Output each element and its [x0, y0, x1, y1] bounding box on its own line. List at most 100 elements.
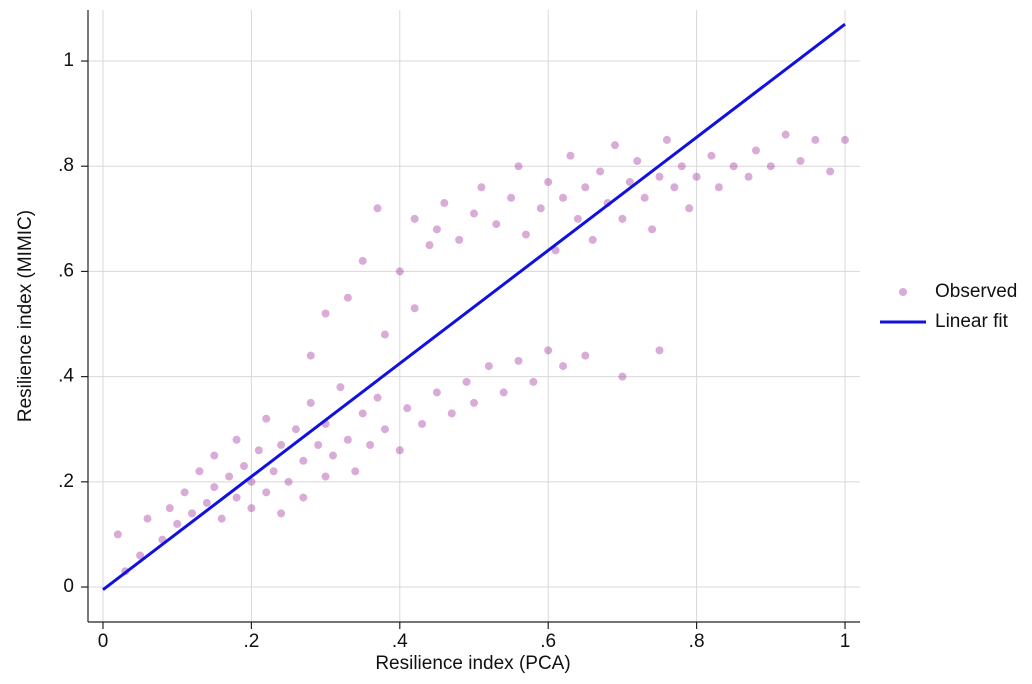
point: [262, 488, 271, 497]
x-tick-label: .2: [243, 631, 259, 652]
x-tick-label: .4: [392, 631, 408, 652]
point: [588, 235, 597, 244]
point: [277, 509, 286, 518]
point: [470, 209, 478, 218]
point: [254, 446, 263, 455]
point: [477, 183, 486, 192]
legend-marker: [899, 288, 907, 296]
point: [418, 419, 427, 428]
point: [484, 362, 493, 371]
point: [306, 398, 315, 407]
point: [284, 477, 293, 486]
y-tick-label: .6: [58, 260, 74, 281]
point: [239, 462, 248, 471]
point: [707, 151, 716, 160]
point: [529, 377, 538, 386]
point: [581, 351, 590, 360]
point: [173, 519, 182, 528]
y-tick-label: .2: [58, 471, 74, 492]
point: [536, 204, 545, 213]
point: [796, 156, 805, 165]
point: [670, 183, 679, 192]
y-tick-label: 1: [63, 50, 74, 71]
point: [395, 446, 404, 455]
point: [262, 414, 271, 423]
point: [559, 362, 568, 371]
point: [143, 514, 152, 523]
point: [440, 199, 449, 208]
point: [544, 346, 553, 355]
point: [514, 162, 523, 171]
point: [269, 467, 278, 476]
point: [781, 130, 790, 139]
x-axis-label: Resilience index (PCA): [375, 653, 570, 674]
point: [462, 377, 471, 386]
point: [329, 451, 338, 460]
point: [573, 214, 582, 223]
point: [596, 167, 605, 176]
point: [225, 472, 234, 481]
point: [692, 172, 701, 181]
point: [618, 372, 627, 381]
x-tick-label: 0: [98, 631, 109, 652]
y-tick-label: .8: [58, 155, 74, 176]
point: [841, 135, 850, 144]
point: [343, 293, 352, 302]
point: [618, 214, 627, 223]
point: [551, 246, 560, 255]
point: [677, 162, 686, 171]
point: [425, 241, 434, 250]
point: [188, 509, 197, 518]
point: [202, 498, 211, 507]
point: [165, 504, 174, 513]
point: [358, 256, 367, 265]
point: [640, 193, 649, 202]
point: [455, 235, 464, 244]
x-tick-label: .6: [540, 631, 556, 652]
point: [744, 172, 753, 181]
point: [447, 409, 456, 418]
point: [610, 141, 619, 150]
point: [373, 204, 382, 213]
point: [217, 514, 226, 523]
point: [655, 346, 664, 355]
point: [210, 483, 219, 492]
point: [729, 162, 738, 171]
point: [366, 441, 375, 450]
point: [403, 404, 412, 413]
point: [521, 230, 530, 239]
point: [811, 135, 820, 144]
point: [499, 388, 508, 397]
point: [751, 146, 760, 155]
point: [358, 409, 367, 418]
x-tick-label: 1: [840, 631, 851, 652]
point: [373, 393, 382, 402]
point: [559, 193, 568, 202]
point: [514, 356, 523, 365]
fit-line: [102, 23, 846, 591]
point: [321, 309, 330, 318]
point: [432, 388, 441, 397]
point: [766, 162, 775, 171]
point: [566, 151, 575, 160]
point: [195, 467, 204, 476]
point: [581, 183, 590, 192]
point: [380, 330, 389, 339]
point: [277, 441, 286, 450]
point: [314, 441, 323, 450]
point: [544, 178, 553, 187]
point: [291, 425, 300, 434]
point: [826, 167, 835, 176]
point: [655, 172, 664, 181]
point: [232, 435, 241, 444]
point: [492, 220, 501, 229]
point: [113, 530, 122, 539]
point: [343, 435, 352, 444]
point: [714, 183, 723, 192]
point: [306, 351, 315, 360]
point: [299, 456, 308, 465]
point: [232, 493, 241, 502]
point: [136, 551, 145, 560]
point: [410, 214, 419, 223]
point: [662, 135, 671, 144]
